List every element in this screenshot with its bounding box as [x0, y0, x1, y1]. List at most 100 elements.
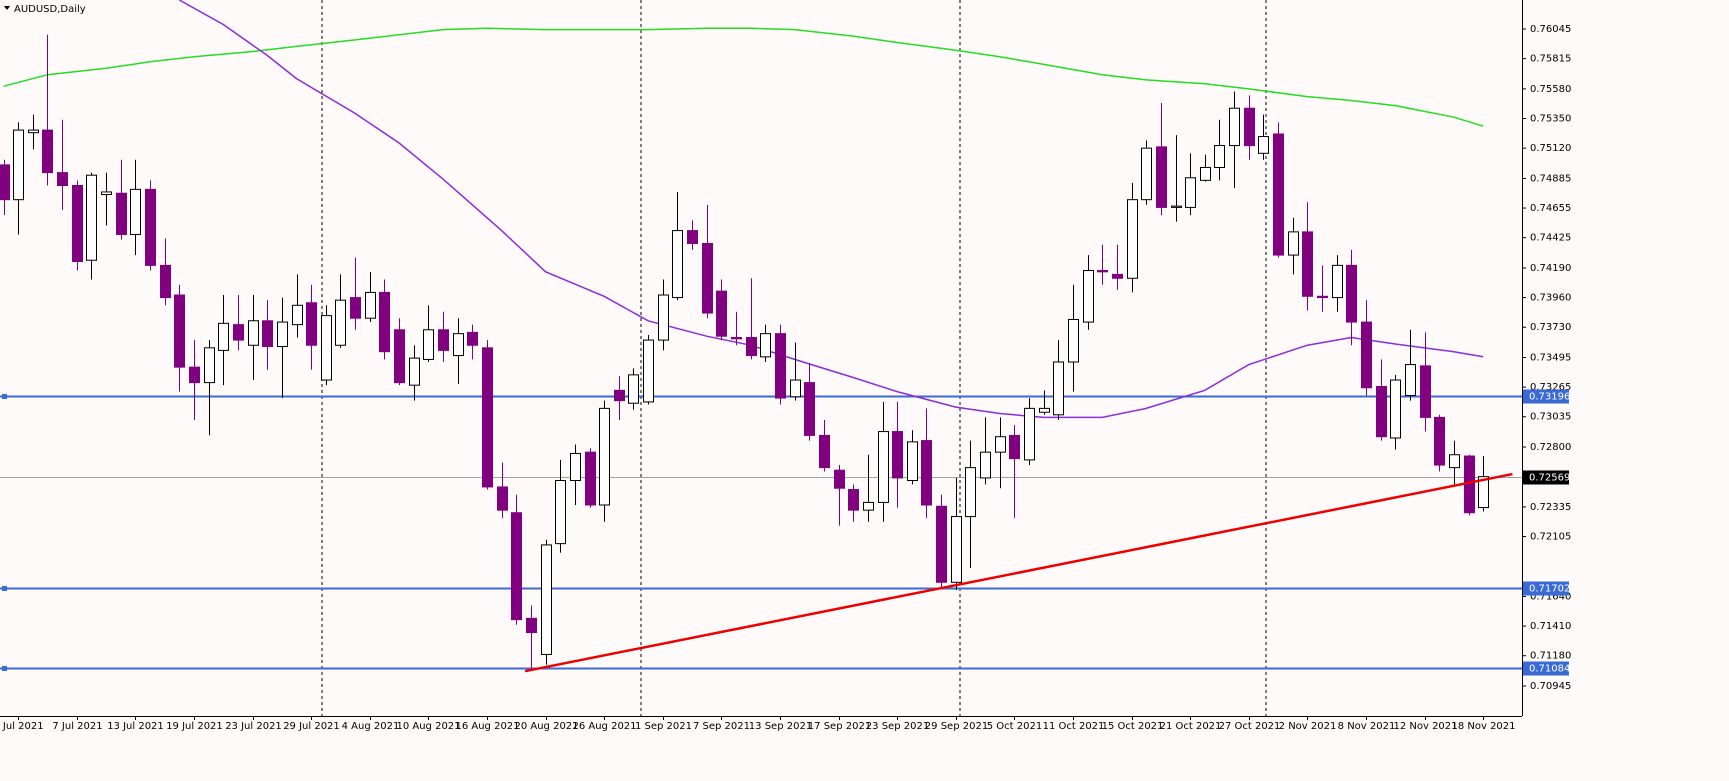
- candle-body: [72, 185, 83, 263]
- candle-body: [672, 230, 683, 299]
- plot: [0, 0, 1522, 673]
- y-tick-label: 0.71640: [1530, 591, 1571, 602]
- candle-body: [511, 512, 522, 621]
- candle-body: [892, 431, 903, 479]
- x-tick-label: 15 Oct 2021: [1102, 721, 1164, 732]
- candle-body: [467, 331, 478, 346]
- y-tick-label: 0.71180: [1530, 651, 1571, 662]
- candle-body: [965, 467, 976, 518]
- y-tick-label: 0.75580: [1530, 84, 1571, 95]
- y-tick-label: 0.70945: [1530, 681, 1571, 692]
- x-tick-label: 2 Nov 2021: [1279, 721, 1337, 732]
- candle-body: [1478, 476, 1489, 509]
- level-label-box: [1523, 661, 1569, 676]
- candle-body: [13, 129, 24, 201]
- candle-body: [423, 329, 434, 360]
- candle-body: [365, 291, 376, 319]
- candle-body: [497, 486, 508, 511]
- candle-body: [1434, 416, 1445, 466]
- y-tick-label: 0.73265: [1530, 382, 1571, 393]
- candle-body: [790, 379, 801, 398]
- level-label: 0.71702: [1529, 584, 1570, 595]
- candle-body: [526, 617, 537, 634]
- candle-body: [1024, 407, 1035, 461]
- candle-body: [585, 451, 596, 506]
- y-tick-label: 0.74885: [1530, 173, 1571, 184]
- candle-body: [804, 382, 815, 436]
- x-tick-label: 8 Nov 2021: [1338, 721, 1396, 732]
- candle-body: [834, 469, 845, 489]
- candle-body: [541, 544, 552, 655]
- y-tick-label: 0.75120: [1530, 143, 1571, 154]
- candle-body: [936, 505, 947, 583]
- candle-body: [1273, 133, 1284, 256]
- candle-body: [819, 434, 830, 469]
- candle-body: [42, 129, 53, 174]
- x-tick-label: 21 Oct 2021: [1160, 721, 1222, 732]
- x-tick-label: 23 Jul 2021: [225, 721, 282, 732]
- candle-body: [1200, 166, 1211, 181]
- x-tick-label: 10 Aug 2021: [396, 721, 460, 732]
- y-tick-label: 0.74425: [1530, 233, 1571, 244]
- menu-triangle: [4, 6, 10, 10]
- candle-body: [262, 320, 273, 348]
- x-tick-label: 5 Oct 2021: [987, 721, 1042, 732]
- candle-body: [218, 322, 229, 351]
- candle-body: [1009, 434, 1020, 460]
- candle-body: [1332, 264, 1343, 299]
- x-tick-label: 29 Jul 2021: [283, 721, 340, 732]
- candle-body: [1390, 379, 1401, 439]
- candle-body: [189, 366, 200, 384]
- candle-body: [248, 320, 259, 346]
- candle-body: [1449, 454, 1460, 469]
- candle-body: [1112, 273, 1123, 279]
- candle-body: [1097, 270, 1108, 273]
- x-tick-label: 19 Jul 2021: [166, 721, 223, 732]
- x-tick-label: 13 Sep 2021: [749, 721, 812, 732]
- level-label: 0.73196: [1529, 392, 1570, 403]
- candle-body: [145, 188, 156, 266]
- candle-body: [174, 294, 185, 368]
- candle-body: [1317, 295, 1328, 299]
- level-label-box: [1523, 389, 1569, 404]
- candle-body: [453, 333, 464, 357]
- candle-body: [702, 242, 713, 314]
- period-separators: [321, 0, 1267, 716]
- candle-body: [1185, 177, 1196, 208]
- x-tick-label: 7 Sep 2021: [693, 721, 750, 732]
- candle-body: [1288, 231, 1299, 256]
- candle-body: [907, 441, 918, 482]
- candle-body: [160, 264, 171, 299]
- candle-body: [482, 347, 493, 488]
- candle-body: [716, 290, 727, 337]
- candle-body: [292, 304, 303, 326]
- candle-body: [921, 440, 932, 506]
- candle-body: [951, 516, 962, 583]
- candle-body: [1244, 107, 1255, 147]
- y-tick-label: 0.74655: [1530, 203, 1571, 214]
- x-tick-label: 1 Jul 2021: [0, 721, 44, 732]
- x-tick-label: 17 Sep 2021: [808, 721, 871, 732]
- level-handle: [2, 394, 7, 399]
- candle-body: [1258, 136, 1269, 154]
- y-tick-label: 0.72105: [1530, 532, 1571, 543]
- candle-body: [1039, 407, 1050, 413]
- candle-body: [643, 339, 654, 403]
- y-tick-label: 0.75350: [1530, 114, 1571, 125]
- x-tick-label: 20 Aug 2021: [514, 721, 578, 732]
- candle-body: [746, 337, 757, 357]
- y-tick-label: 0.75815: [1530, 54, 1571, 65]
- candle-body: [394, 329, 405, 384]
- candle-body: [995, 436, 1006, 453]
- level-label: 0.71084: [1529, 664, 1570, 675]
- candle-body: [130, 188, 141, 235]
- candle-body: [775, 333, 786, 399]
- y-tick-label: 0.73495: [1530, 352, 1571, 363]
- candle-body: [321, 315, 332, 381]
- candle-body: [1068, 318, 1079, 363]
- candle-body: [658, 294, 669, 341]
- candle-body: [1053, 361, 1064, 416]
- candle-body: [628, 374, 639, 404]
- y-tick-label: 0.72335: [1530, 502, 1571, 513]
- candle-body: [731, 337, 742, 340]
